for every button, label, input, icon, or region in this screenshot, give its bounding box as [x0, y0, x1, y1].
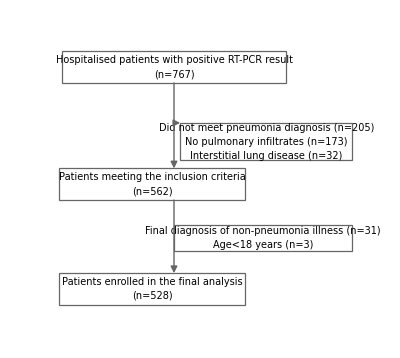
- Text: Did not meet pneumonia diagnosis (n=205)
No pulmonary infiltrates (n=173)
Inters: Did not meet pneumonia diagnosis (n=205)…: [158, 122, 374, 160]
- FancyBboxPatch shape: [59, 273, 245, 305]
- Text: Hospitalised patients with positive RT-PCR result
(n=767): Hospitalised patients with positive RT-P…: [56, 55, 292, 79]
- FancyBboxPatch shape: [59, 168, 245, 200]
- Text: Patients enrolled in the final analysis
(n=528): Patients enrolled in the final analysis …: [62, 277, 243, 301]
- Text: Patients meeting the inclusion criteria
(n=562): Patients meeting the inclusion criteria …: [59, 172, 246, 196]
- FancyBboxPatch shape: [174, 225, 352, 251]
- Text: Final diagnosis of non-pneumonia illness (n=31)
Age<18 years (n=3): Final diagnosis of non-pneumonia illness…: [145, 226, 381, 250]
- FancyBboxPatch shape: [62, 51, 286, 83]
- FancyBboxPatch shape: [180, 123, 352, 160]
